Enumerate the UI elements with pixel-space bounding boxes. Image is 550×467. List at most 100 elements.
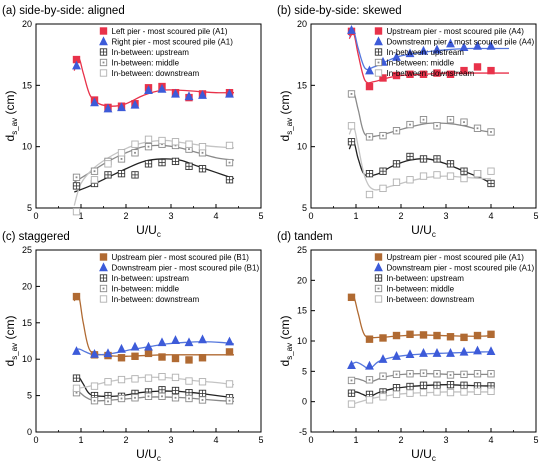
data-point [446,38,455,48]
x-tick-label: 5 [533,211,538,221]
data-point [392,52,401,61]
data-point [446,116,455,124]
data-point [131,375,139,383]
data-point [392,351,401,360]
data-point [347,293,356,302]
data-point [72,346,81,355]
data-point [460,388,468,396]
data-point [225,380,234,388]
data-point [460,66,468,75]
data-point [185,394,193,403]
data-point [198,143,207,151]
legend-marker [374,36,383,46]
x-tick-label: 4 [213,211,218,221]
data-point [131,171,139,179]
y-tick-label: 25 [297,245,307,255]
data-point [171,386,180,395]
data-point [392,331,401,340]
legend-marker [374,295,383,303]
legend-marker [99,262,108,272]
data-point [171,138,180,146]
chart-title: (a) side-by-side: aligned [2,5,125,17]
data-point [406,382,414,391]
x-tick-label: 5 [258,435,263,445]
data-point [185,140,193,148]
y-tick-label: -5 [299,427,307,437]
legend-label: Downstream pier - most scoured pile (A1) [387,264,535,273]
data-point [185,377,193,385]
data-point [158,158,166,167]
data-point [487,66,495,75]
series-5 [347,387,495,408]
data-point [446,371,455,379]
data-point [487,128,495,136]
data-point [379,131,387,140]
legend-marker [374,284,383,293]
series-5 [72,373,234,392]
data-point [392,127,401,135]
x-tick-label: 3 [443,435,448,445]
data-point [365,360,374,370]
data-point [117,149,126,157]
data-point [225,336,234,346]
data-point [104,160,112,168]
data-point [406,70,414,78]
data-point [406,176,414,184]
data-point [185,356,193,364]
y-axis-label: ds_av (cm) [278,91,294,142]
data-point [171,354,180,363]
data-point [198,149,207,157]
data-point [365,82,374,91]
legend-label: In-between: upstream [387,274,465,283]
data-point [171,394,180,402]
fit-line-series-1 [73,294,234,357]
x-tick-label: 5 [533,435,538,445]
data-point [419,348,428,357]
data-point [419,172,428,180]
data-point [225,141,234,150]
data-point [225,348,234,356]
chart-panel-2: (b) side-by-side: skewed 0 1 2 3 4 5 5 10 15 20 U/U… [277,5,539,239]
data-point [433,388,441,396]
legend-marker [99,284,108,293]
data-point [157,337,167,347]
y-tick-label: 15 [22,80,32,90]
data-point [103,348,113,358]
data-point [433,171,441,179]
data-point [433,370,441,378]
data-point [72,374,81,382]
series-4 [347,369,495,385]
data-point [460,381,468,389]
data-point [379,184,387,193]
y-tick-label: 10 [297,336,307,346]
data-point [185,162,193,170]
legend-label: In-between: middle [112,285,180,294]
data-point [487,370,495,378]
data-point [90,382,99,390]
series-4 [347,90,495,141]
x-tick-label: 4 [488,211,493,221]
data-point [72,384,81,392]
data-point [379,74,387,82]
data-point [131,352,139,360]
data-point [379,393,387,401]
data-point [473,370,482,378]
data-point [365,335,374,343]
data-point [171,88,180,98]
data-point [487,167,495,175]
y-tick-label: 15 [297,80,307,90]
y-tick-label: 5 [302,366,307,376]
legend-marker [99,295,108,303]
y-tick-label: 10 [22,142,32,152]
data-point [158,136,166,145]
data-point [198,334,207,344]
y-tick-label: 20 [297,275,307,285]
data-point [446,160,455,168]
data-point [130,99,140,109]
data-point [392,178,401,186]
data-point [104,378,112,386]
data-point [446,381,455,389]
legend-marker [374,262,383,272]
data-point [117,155,126,163]
legend-label: Upstream pier - most scoured pile (B1) [112,253,250,262]
